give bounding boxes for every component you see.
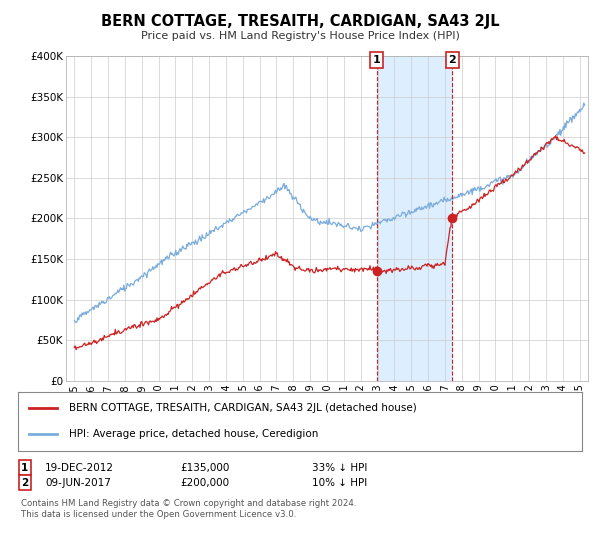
Text: 19-DEC-2012: 19-DEC-2012 [45, 463, 114, 473]
Text: 2: 2 [448, 55, 456, 65]
Text: Contains HM Land Registry data © Crown copyright and database right 2024.: Contains HM Land Registry data © Crown c… [21, 500, 356, 508]
Text: £200,000: £200,000 [180, 478, 229, 488]
Text: This data is licensed under the Open Government Licence v3.0.: This data is licensed under the Open Gov… [21, 510, 296, 519]
Text: HPI: Average price, detached house, Ceredigion: HPI: Average price, detached house, Cere… [69, 430, 318, 440]
Text: 33% ↓ HPI: 33% ↓ HPI [312, 463, 367, 473]
Text: 10% ↓ HPI: 10% ↓ HPI [312, 478, 367, 488]
Text: 1: 1 [21, 463, 28, 473]
Text: 1: 1 [373, 55, 381, 65]
Text: BERN COTTAGE, TRESAITH, CARDIGAN, SA43 2JL (detached house): BERN COTTAGE, TRESAITH, CARDIGAN, SA43 2… [69, 403, 416, 413]
Bar [377, 56, 452, 381]
Text: 09-JUN-2017: 09-JUN-2017 [45, 478, 111, 488]
Text: £135,000: £135,000 [180, 463, 229, 473]
Text: BERN COTTAGE, TRESAITH, CARDIGAN, SA43 2JL: BERN COTTAGE, TRESAITH, CARDIGAN, SA43 2… [101, 14, 499, 29]
Text: Price paid vs. HM Land Registry's House Price Index (HPI): Price paid vs. HM Land Registry's House … [140, 31, 460, 41]
Text: 2: 2 [21, 478, 28, 488]
